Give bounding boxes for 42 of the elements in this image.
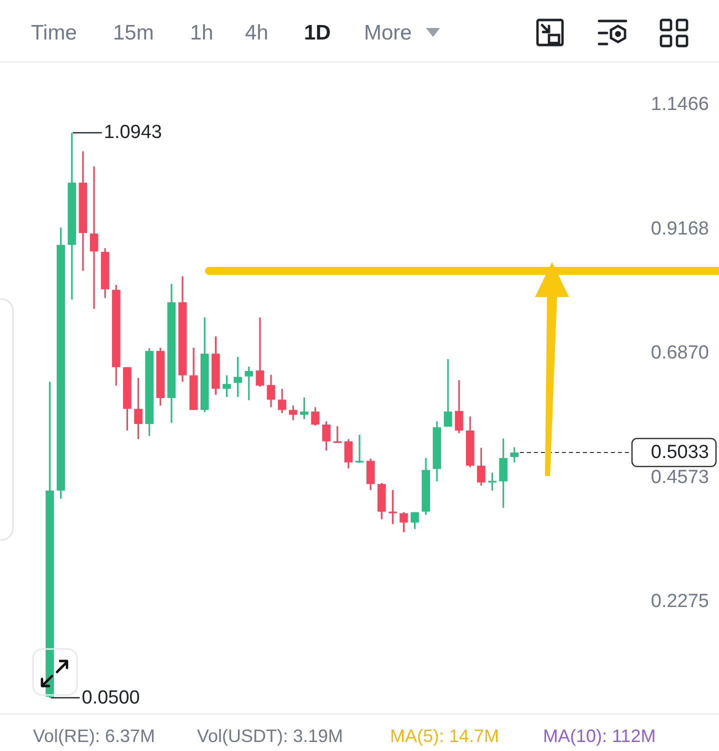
candlestick — [90, 166, 98, 310]
candlestick — [488, 472, 496, 492]
candlestick — [400, 511, 408, 533]
y-tick-label: 0.2275 — [650, 591, 709, 612]
text: Vol(USDT): 3.19M — [197, 726, 344, 746]
text: MA(5): 14.7M — [390, 726, 500, 746]
candlestick — [388, 489, 397, 525]
candlestick — [256, 316, 264, 388]
text: More — [364, 22, 412, 44]
annotation: 0.0500 — [82, 687, 140, 708]
text: 4h — [245, 22, 268, 44]
candlestick — [454, 379, 464, 434]
candlestick — [244, 366, 254, 401]
y-tick-label: 0.4573 — [650, 466, 709, 488]
ref-line-label: 0.5033 — [650, 442, 709, 463]
candlestick — [234, 356, 242, 398]
candlestick — [311, 406, 320, 426]
candlestick — [366, 458, 375, 491]
candlestick — [300, 396, 308, 420]
candlestick — [510, 446, 519, 464]
candlestick — [477, 446, 486, 486]
candlestick — [266, 374, 276, 408]
text: 15m — [113, 22, 154, 44]
y-tick-label: 1.1466 — [650, 94, 709, 115]
text: MA(10): 112M — [543, 726, 656, 746]
candlestick — [322, 420, 330, 452]
text: Vol(RE): 6.37M — [33, 726, 156, 746]
candlestick — [278, 388, 286, 414]
candlestick — [134, 377, 142, 440]
candlestick — [499, 438, 508, 509]
candlestick — [288, 404, 298, 421]
candlestick — [444, 358, 452, 428]
text: 1D — [304, 22, 331, 44]
annotation: 1.0943 — [104, 122, 162, 144]
candlestick — [344, 438, 353, 470]
candlestick — [333, 425, 342, 444]
candlestick — [222, 374, 231, 398]
y-tick-label: 0.6870 — [650, 342, 709, 364]
text: 1h — [190, 22, 214, 44]
y-tick-label: 0.9168 — [650, 218, 709, 240]
candlestick — [410, 511, 419, 530]
text: Time — [31, 22, 77, 44]
